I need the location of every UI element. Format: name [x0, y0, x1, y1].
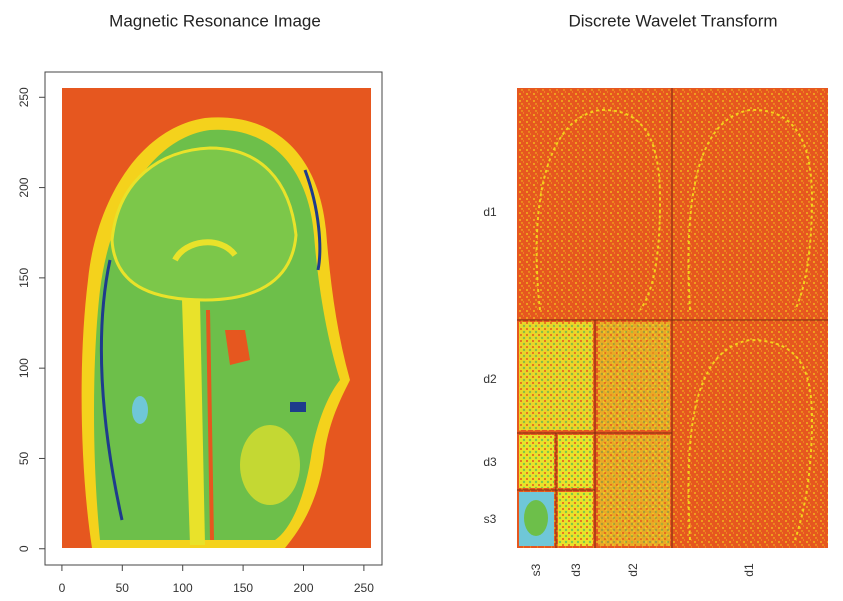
x-tick-label: 100 [173, 581, 193, 595]
dwt-image [517, 88, 828, 548]
row-label: s3 [484, 512, 497, 526]
y-tick-label: 150 [17, 268, 31, 288]
column-label: d2 [626, 563, 640, 577]
row-label: d2 [483, 372, 497, 386]
column-label: d3 [569, 563, 583, 577]
x-tick-label: 150 [233, 581, 253, 595]
y-tick-label: 100 [17, 358, 31, 378]
x-tick-label: 250 [354, 581, 374, 595]
x-tick-label: 50 [116, 581, 130, 595]
column-label: s3 [529, 563, 543, 576]
x-tick-label: 200 [293, 581, 313, 595]
mri-image [62, 88, 371, 548]
column-label: d1 [742, 563, 756, 577]
y-tick-label: 200 [17, 177, 31, 197]
y-tick-label: 250 [17, 87, 31, 107]
chart-title: Discrete Wavelet Transform [568, 11, 777, 30]
y-tick-label: 0 [17, 545, 31, 552]
chart-title: Magnetic Resonance Image [109, 11, 321, 30]
x-tick-label: 0 [59, 581, 66, 595]
row-label: d1 [483, 205, 497, 219]
plot-frame [44, 71, 383, 566]
y-tick-label: 50 [17, 451, 31, 465]
row-label: d3 [483, 455, 497, 469]
